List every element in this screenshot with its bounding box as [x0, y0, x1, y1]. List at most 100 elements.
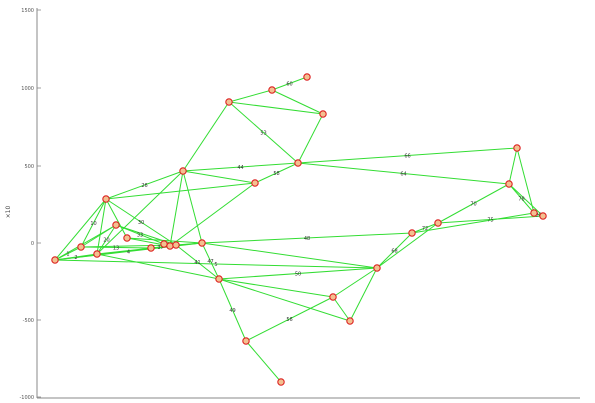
edge-label: 2: [74, 255, 77, 261]
network-node: [77, 243, 85, 251]
network-edge: [80, 224, 117, 248]
network-node: [215, 275, 223, 283]
network-node: [303, 73, 311, 81]
network-edge: [201, 232, 413, 244]
network-edge: [169, 182, 256, 247]
network-edge: [245, 340, 282, 383]
network-edge: [105, 170, 184, 200]
network-node: [93, 250, 101, 258]
network-node: [102, 195, 110, 203]
edge-label: 75: [487, 218, 493, 224]
y-tick-label: -1000: [19, 395, 34, 401]
network-node: [147, 244, 155, 252]
network-edge: [437, 183, 510, 224]
network-edge: [297, 162, 510, 185]
edge-label: 1: [66, 252, 69, 258]
edge-label: 44: [237, 165, 243, 171]
y-tick-label: 500: [24, 164, 34, 170]
network-node: [225, 98, 233, 106]
network-node: [277, 378, 285, 386]
network-edge: [508, 147, 518, 185]
network-node: [242, 337, 250, 345]
edge-label: 47: [207, 259, 213, 265]
network-edge: [437, 215, 544, 224]
network-node: [179, 167, 187, 175]
edge-label: 5: [214, 262, 217, 268]
network-node: [294, 159, 302, 167]
network-edge: [80, 244, 177, 248]
edge-label: 60: [286, 82, 292, 88]
network-edge: [332, 296, 351, 322]
network-edge: [254, 162, 299, 184]
network-edge: [228, 89, 273, 103]
edge-label: 50: [295, 272, 301, 278]
network-edge: [218, 278, 247, 342]
edge-label: 13: [113, 246, 119, 252]
network-node: [434, 219, 442, 227]
network-node: [408, 229, 416, 237]
network-edge: [96, 224, 117, 255]
network-node: [539, 212, 547, 220]
network-node: [172, 241, 180, 249]
network-node: [112, 221, 120, 229]
edge-label: 4: [127, 250, 130, 256]
network-edge: [96, 198, 107, 255]
network-edge: [80, 198, 107, 248]
network-edge: [175, 242, 203, 246]
network-edge: [516, 147, 535, 214]
network-node: [319, 110, 327, 118]
edge-label: 10: [90, 221, 96, 227]
y-tick-label: 1500: [21, 8, 34, 14]
network-edge: [508, 183, 535, 214]
y-tick-label: -500: [23, 318, 34, 324]
edge-label: 78: [518, 197, 524, 203]
edge-label: 33: [137, 233, 143, 239]
edge-label: 49: [229, 308, 235, 314]
network-edge: [411, 212, 535, 234]
network-edge: [218, 267, 378, 280]
edge-label: 56: [286, 317, 292, 323]
network-edge: [201, 242, 220, 280]
network-edge: [182, 101, 230, 172]
network-edge: [182, 162, 299, 172]
network-node: [530, 209, 538, 217]
network-edge: [96, 253, 220, 280]
network-edge: [201, 242, 378, 269]
edge-label: 26: [141, 183, 147, 189]
edge-label: 53: [260, 131, 266, 137]
network-edge: [376, 232, 413, 269]
network-node: [346, 317, 354, 325]
network-edge: [228, 101, 299, 164]
network-node: [251, 179, 259, 187]
y-tick-label: 0: [31, 241, 34, 247]
network-edge: [105, 198, 128, 239]
network-edge: [96, 170, 184, 255]
network-edge: [271, 76, 308, 91]
network-edge: [218, 278, 334, 298]
network-node: [198, 239, 206, 247]
network-edge: [218, 278, 351, 322]
edge-label: 20: [103, 238, 109, 244]
network-node: [329, 293, 337, 301]
network-edge: [105, 182, 256, 200]
network-node: [160, 240, 168, 248]
y-tick-label: 1000: [21, 86, 34, 92]
network-node: [373, 264, 381, 272]
network-node: [166, 242, 174, 250]
edge-label: 41: [194, 260, 200, 266]
network-edge: [115, 224, 165, 245]
network-edge: [175, 244, 220, 280]
nodes-layer: [51, 73, 547, 386]
edge-label: 68: [391, 249, 397, 255]
network-edge: [105, 198, 177, 246]
network-node: [268, 86, 276, 94]
edge-label: 30: [138, 220, 144, 226]
edge-label: 70: [470, 202, 476, 208]
network-edge: [54, 198, 107, 261]
network-node: [505, 180, 513, 188]
edge-label: 80: [535, 213, 541, 219]
network-edge: [245, 296, 334, 342]
edge-label: 64: [400, 172, 406, 178]
